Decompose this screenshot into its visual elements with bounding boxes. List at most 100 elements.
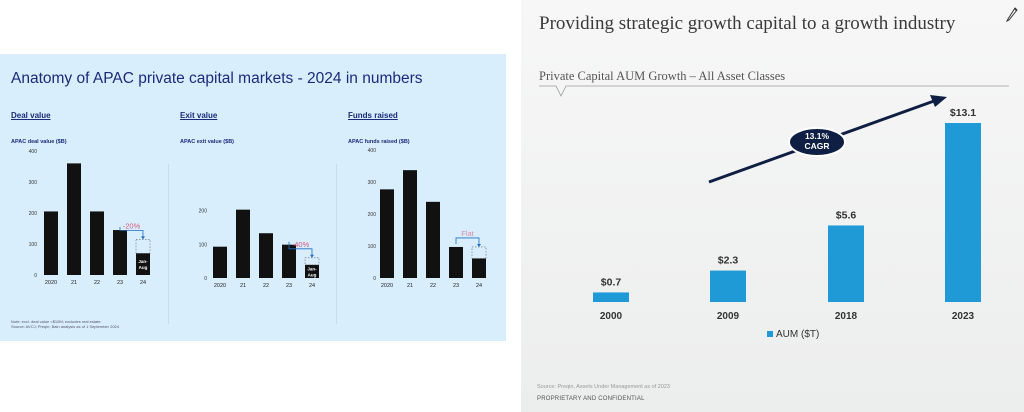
change-callout-line — [119, 227, 144, 239]
partial-period-label: Aug — [139, 265, 148, 270]
deal-value-axis-label: APAC deal value ($B) — [11, 139, 67, 145]
x-tick-label: 22 — [430, 283, 436, 289]
funds-raised-panel: Funds raised APAC funds raised ($B) 0 100… — [336, 54, 506, 341]
change-label: -40% — [292, 240, 310, 249]
x-tick-label: 2020 — [214, 283, 226, 289]
apac-slide: Anatomy of APAC private capital markets … — [0, 54, 506, 341]
legend: AUM ($T) — [767, 329, 819, 340]
y-tick-label: 300 — [368, 180, 377, 186]
arrowhead-icon — [310, 254, 314, 258]
exit-value-chart: 0 100 200 2020 21 22 23 24 -40% Jan-Aug — [199, 209, 320, 289]
funds-raised-heading: Funds raised — [348, 111, 398, 120]
bar — [472, 258, 486, 278]
aum-slide-title: Providing strategic growth capital to a … — [539, 13, 956, 34]
deal-value-heading: Deal value — [11, 111, 51, 120]
funds-raised-chart: 0 100 200 300 400 2020 21 22 23 24 Flat — [368, 148, 487, 289]
change-label: Flat — [461, 229, 474, 238]
x-tick-label: 2020 — [381, 283, 393, 289]
x-tick-label: 22 — [263, 283, 269, 289]
panel-divider — [168, 164, 169, 324]
subtitle-underline — [539, 85, 1009, 97]
x-tick-label: 24 — [140, 280, 146, 286]
y-tick-label: 400 — [368, 148, 377, 154]
source-note: Source: Preqin, Assets Under Management … — [537, 384, 670, 390]
source-note: Note: excl. deal value <$10M; excludes r… — [11, 319, 119, 329]
projected-bar-outline — [471, 246, 487, 259]
bar — [259, 233, 273, 278]
pencil-icon[interactable] — [1005, 6, 1019, 22]
confidential-footer: PROPRIETARY AND CONFIDENTIAL — [537, 396, 645, 402]
cagr-badge-percent: 13.1% — [805, 131, 830, 141]
x-tick-label: 22 — [94, 280, 100, 286]
aum-value-label: $2.3 — [718, 255, 739, 267]
aum-year-label: 2023 — [952, 311, 975, 322]
projected-bar-outline — [304, 257, 320, 266]
y-tick-label: 0 — [204, 276, 207, 282]
y-tick-label: 100 — [29, 242, 38, 248]
x-tick-label: 2020 — [45, 280, 57, 286]
y-tick-label: 0 — [373, 276, 376, 282]
partial-period-label: Jan- — [138, 259, 148, 264]
legend-label: AUM ($T) — [776, 329, 820, 340]
x-tick-label: 21 — [407, 283, 413, 289]
bar — [67, 163, 81, 275]
bar — [426, 201, 440, 278]
arrowhead-icon — [930, 95, 947, 107]
projected-bar-outline — [135, 239, 151, 254]
funds-raised-axis-label: APAC funds raised ($B) — [348, 139, 410, 145]
aum-value-label: $0.7 — [601, 276, 622, 288]
bar — [380, 189, 394, 278]
x-tick-label: 24 — [476, 283, 482, 289]
y-tick-label: 200 — [368, 212, 377, 218]
cagr-badge — [788, 127, 846, 157]
bar — [136, 253, 150, 275]
x-tick-label: 24 — [309, 283, 315, 289]
bar — [236, 209, 250, 278]
change-label: -20% — [123, 221, 141, 230]
bar — [449, 246, 463, 278]
arrowhead-icon — [141, 236, 145, 240]
apac-slide-title: Anatomy of APAC private capital markets … — [11, 70, 423, 87]
aum-bar — [945, 123, 981, 302]
y-tick-label: 100 — [199, 242, 208, 248]
deal-value-chart: 0 100 200 300 400 2020 21 22 23 24 -20% Jan-Aug — [29, 149, 151, 286]
y-tick-label: 200 — [29, 211, 38, 217]
partial-period-label: Aug — [308, 272, 317, 277]
note-line: Note: excl. deal value <$10M; excludes r… — [11, 319, 102, 324]
x-tick-label: 21 — [240, 283, 246, 289]
exit-value-axis-label: APAC exit value ($B) — [180, 139, 234, 145]
deal-value-panel: Deal value APAC deal value ($B) 0 100 200 3… — [0, 54, 168, 341]
y-tick-label: 400 — [29, 149, 38, 155]
bar — [213, 246, 227, 278]
x-tick-label: 23 — [286, 283, 292, 289]
x-tick-label: 23 — [453, 283, 459, 289]
aum-slide: Providing strategic growth capital to a … — [521, 0, 1024, 412]
cagr-badge-text: CAGR — [804, 141, 829, 151]
aum-bar — [828, 225, 864, 302]
aum-year-label: 2009 — [717, 311, 740, 322]
aum-year-label: 2018 — [835, 311, 858, 322]
bar — [44, 211, 58, 275]
x-tick-label: 21 — [71, 280, 77, 286]
aum-chart-subtitle: Private Capital AUM Growth – All Asset C… — [539, 69, 786, 83]
legend-swatch — [767, 331, 773, 338]
exit-value-heading: Exit value — [180, 111, 218, 120]
change-callout-line — [288, 241, 313, 257]
x-tick-label: 23 — [117, 280, 123, 286]
aum-bar — [710, 270, 746, 302]
y-tick-label: 300 — [29, 180, 38, 186]
aum-bar — [593, 292, 629, 302]
y-tick-label: 200 — [199, 209, 208, 215]
bar — [305, 264, 319, 278]
bar — [282, 244, 296, 278]
panel-divider — [336, 164, 337, 324]
bar — [113, 230, 127, 275]
exit-value-panel: Exit value APAC exit value ($B) 0 100 200 2… — [168, 54, 336, 341]
aum-value-label: $13.1 — [950, 107, 976, 119]
aum-value-label: $5.6 — [836, 209, 857, 221]
partial-period-label: Jan- — [307, 266, 317, 271]
source-line: Source: AVCJ; Preqin; Bain analysis as o… — [11, 324, 119, 329]
change-callout-line — [455, 237, 480, 246]
y-tick-label: 100 — [368, 244, 377, 250]
